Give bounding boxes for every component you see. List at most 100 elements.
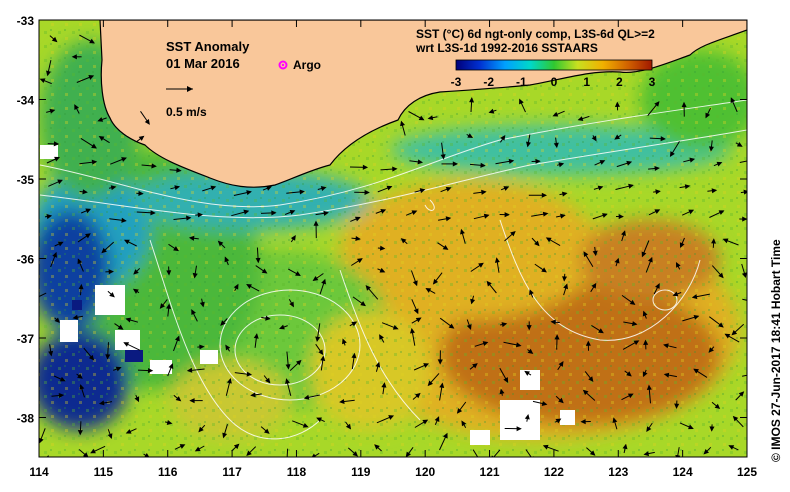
velocity-arrow-head	[98, 400, 105, 406]
velocity-arrow-head	[49, 108, 56, 114]
velocity-arrow-head	[246, 190, 252, 196]
velocity-arrow-head	[532, 456, 534, 457]
velocity-arrow-head	[150, 210, 156, 216]
velocity-arrow	[286, 448, 289, 457]
velocity-arrow-head	[542, 211, 549, 217]
velocity-arrow-head	[529, 289, 534, 296]
velocity-arrow-head	[545, 237, 552, 243]
velocity-arrow-head	[486, 280, 492, 287]
velocity-arrow-head	[379, 245, 386, 251]
velocity-arrow-head	[526, 325, 532, 331]
velocity-arrow-head	[746, 372, 747, 376]
map-date: 01 Mar 2016	[166, 56, 240, 71]
velocity-arrow-head	[313, 220, 319, 226]
velocity-arrow-head	[554, 334, 560, 340]
velocity-arrow-head	[516, 426, 522, 432]
x-tick-label: 123	[608, 465, 628, 479]
velocity-arrow-head	[264, 428, 270, 434]
velocity-arrow-head	[57, 241, 64, 247]
velocity-arrow-head	[174, 185, 181, 191]
velocity-arrow-head	[109, 292, 115, 298]
velocity-arrow-head	[524, 413, 530, 420]
velocity-arrow-head	[191, 309, 196, 315]
velocity-arrow-head	[117, 324, 124, 330]
velocity-arrow-head	[138, 135, 145, 141]
velocity-arrow-head	[472, 363, 478, 369]
velocity-arrow-head	[144, 453, 150, 457]
velocity-arrow-head	[628, 183, 634, 189]
velocity-arrow-head	[480, 162, 486, 168]
velocity-arrow-head	[679, 242, 685, 249]
velocity-arrow-head	[711, 238, 717, 244]
velocity-arrow-head	[89, 38, 96, 44]
velocity-arrow-head	[684, 184, 691, 190]
velocity-arrow-head	[123, 342, 130, 347]
velocity-arrow-head	[577, 116, 584, 122]
velocity-arrow-head	[599, 160, 606, 165]
velocity-arrow-head	[138, 190, 144, 196]
velocity-arrow-head	[97, 117, 104, 122]
velocity-arrow-head	[147, 367, 154, 374]
velocity-arrow-head	[85, 233, 91, 239]
velocity-arrow-head	[419, 188, 426, 194]
velocity-arrow-head	[199, 344, 205, 350]
velocity-arrow-head	[303, 394, 310, 400]
velocity-arrow-head	[534, 240, 540, 247]
velocity-arrow	[493, 449, 501, 457]
velocity-arrow-head	[478, 262, 484, 268]
velocity-arrow-head	[261, 268, 268, 274]
velocity-arrow-head	[354, 216, 361, 222]
velocity-arrow-head	[730, 97, 736, 104]
velocity-arrow-head	[663, 372, 670, 378]
velocity-arrow-head	[515, 342, 522, 348]
velocity-arrow-head	[442, 244, 449, 250]
velocity-arrow-head	[585, 340, 591, 346]
velocity-arrow-head	[524, 370, 530, 376]
velocity-arrow-head	[380, 209, 387, 214]
velocity-arrow-head	[736, 141, 743, 147]
velocity-arrow-head	[558, 397, 564, 404]
velocity-arrow-head	[562, 276, 568, 282]
y-tick-label: -34	[17, 94, 35, 108]
y-tick-label: -35	[17, 173, 35, 187]
velocity-arrow-head	[743, 189, 747, 195]
velocity-arrow	[472, 449, 479, 457]
velocity-arrow-head	[355, 236, 361, 242]
velocity-arrow-head	[691, 294, 698, 300]
velocity-arrow-head	[77, 429, 83, 436]
velocity-arrow-head	[98, 135, 105, 141]
colorbar	[455, 59, 653, 71]
velocity-arrow-head	[655, 189, 661, 195]
velocity-arrow-head	[724, 333, 731, 339]
velocity-arrow-head	[265, 377, 271, 384]
velocity-arrow-head	[597, 185, 604, 191]
velocity-arrow-head	[442, 432, 448, 439]
velocity-arrow-head	[722, 238, 729, 244]
velocity-arrow-head	[134, 396, 140, 403]
x-tick-label: 115	[94, 465, 114, 479]
velocity-arrow-head	[614, 134, 621, 140]
velocity-arrow-head	[510, 230, 516, 237]
velocity-arrow-head	[220, 320, 226, 326]
velocity-arrow-head	[356, 258, 363, 264]
velocity-arrow-head	[456, 408, 463, 414]
velocity-arrow-head	[179, 444, 186, 449]
velocity-arrow-head	[321, 278, 326, 285]
velocity-arrow-head	[558, 162, 565, 168]
velocity-arrow-head	[125, 429, 132, 434]
velocity-arrow-head	[466, 324, 472, 330]
velocity-arrow-head	[365, 285, 371, 291]
velocity-arrow-head	[602, 213, 608, 218]
velocity-arrow-head	[39, 437, 44, 444]
velocity-arrow-head	[741, 272, 747, 278]
velocity-arrow-head	[541, 401, 548, 406]
velocity-arrow-head	[51, 36, 58, 43]
velocity-arrow-head	[555, 418, 562, 424]
velocity-arrow-head	[176, 167, 182, 173]
velocity-arrow-head	[186, 215, 192, 221]
velocity-arrow-head	[535, 158, 541, 164]
velocity-arrow-head	[168, 363, 174, 369]
velocity-arrow-head	[210, 185, 217, 191]
velocity-arrow-head	[315, 336, 321, 343]
